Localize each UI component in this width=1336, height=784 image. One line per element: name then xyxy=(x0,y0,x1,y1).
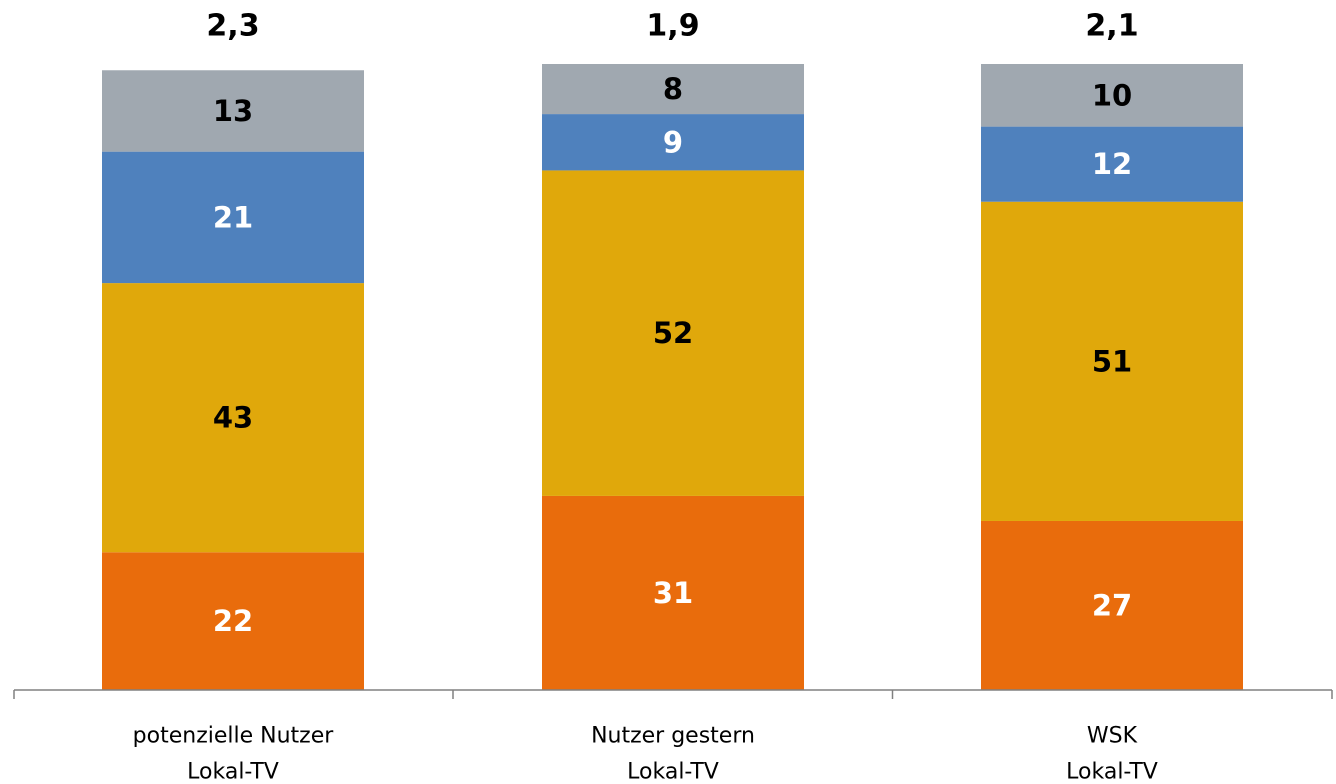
category-label-2-line-1: Lokal-TV xyxy=(1066,760,1158,784)
data-label-1-0: 31 xyxy=(653,576,693,610)
data-label-0-0: 22 xyxy=(213,604,253,638)
category-label-1-line-0: Nutzer gestern xyxy=(591,724,755,749)
x-axis: potenzielle Nutzer Lokal-TV Nutzer gestern… xyxy=(13,689,1333,784)
data-label-0-2: 21 xyxy=(213,200,253,234)
bar-segment-1-3 xyxy=(542,64,804,115)
bar-segment-1-1 xyxy=(542,170,804,496)
bars-layer xyxy=(102,64,1243,690)
data-label-1-2: 9 xyxy=(663,125,683,159)
bar-segment-2-0 xyxy=(981,520,1243,690)
data-label-2-1: 51 xyxy=(1092,344,1132,378)
bar-segment-0-0 xyxy=(102,552,364,690)
data-label-2-0: 27 xyxy=(1092,588,1132,622)
data-label-1-3: 8 xyxy=(663,72,683,106)
data-label-2-3: 10 xyxy=(1092,78,1132,112)
bar-segment-2-2 xyxy=(981,126,1243,202)
bar-segment-2-1 xyxy=(981,201,1243,521)
bar-segment-0-3 xyxy=(102,70,364,152)
category-label-1-line-1: Lokal-TV xyxy=(627,760,719,784)
category-label-0-line-0: potenzielle Nutzer xyxy=(133,724,335,749)
bar-segment-0-2 xyxy=(102,151,364,284)
total-label-0: 2,3 xyxy=(206,9,259,44)
data-label-0-3: 13 xyxy=(213,94,253,128)
bar-segment-1-2 xyxy=(542,114,804,171)
data-label-2-2: 12 xyxy=(1092,147,1132,181)
value-labels-layer: 22 43 21 13 2,3 31 52 9 8 1,9 27 51 12 10 2,1 xyxy=(206,9,1138,639)
category-label-0-line-1: Lokal-TV xyxy=(187,760,279,784)
bar-segment-1-0 xyxy=(542,495,804,690)
data-label-1-1: 52 xyxy=(653,316,693,350)
total-label-1: 1,9 xyxy=(646,9,699,44)
category-label-2-line-0: WSK xyxy=(1087,724,1138,749)
total-label-2: 2,1 xyxy=(1085,9,1138,44)
data-label-0-1: 43 xyxy=(213,401,253,435)
bar-segment-0-1 xyxy=(102,283,364,553)
bar-segment-2-3 xyxy=(981,64,1243,127)
